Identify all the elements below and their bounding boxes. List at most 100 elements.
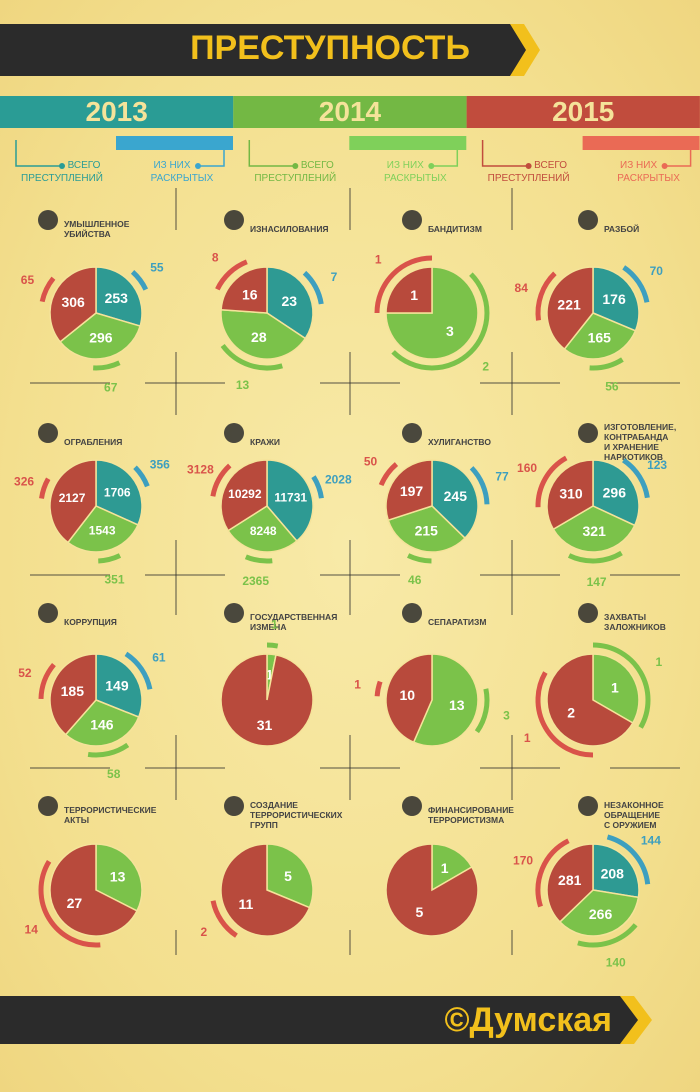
solved-arc-2014 [93,360,121,371]
solved-value-label-2015: 1 [375,252,382,266]
legend-total-label-2013: ВСЕГО [68,160,101,171]
solved-arc-2015 [535,671,594,758]
page-title: ПРЕСТУПНОСТЬ [190,29,470,67]
pie-value-label-2014: 321 [583,523,607,539]
legend-band-2013 [0,96,234,128]
solved-arc-2013 [302,270,324,305]
solved-value-label-2014: 3 [503,708,510,722]
hostage-icon [578,603,598,623]
solved-value-label-2014: 1 [271,617,278,631]
cell-title-line: УБИЙСТВА [64,228,111,239]
solved-value-label-2015: 65 [21,273,35,287]
cell-title-14: ФИНАНСИРОВАНИЕ ТЕРРОРИСТИЗМА [428,805,514,825]
pie-slice-2014 [563,312,637,360]
footer-brand: ©Думская [444,1001,612,1039]
solved-value-label-2015: 52 [18,666,32,680]
chart-cell-1: ИЗНАСИЛОВАНИЯ 23 7 28 13 16 8 [212,210,338,392]
legend-dot-solved-2015 [661,163,668,169]
chart-cell-13: СОЗДАНИЕ ТЕРРОРИСТИЧЕСКИХ ГРУПП 5 11 2 [200,796,343,939]
solved-arc-2014 [98,553,122,564]
solved-value-label-2013: 61 [152,650,166,664]
solved-value-label-2015: 2 [200,925,207,939]
robbery-icon [38,423,58,443]
header-bar [0,24,536,76]
pie-slice-2014 [59,312,142,360]
pie-value-label-2015: 31 [257,717,273,733]
solved-value-label-2014: 1 [655,655,662,669]
solved-value-label-2015: 8 [212,250,219,264]
hooligan-icon [402,423,422,443]
bandits-icon [402,210,422,230]
solved-arc-2014 [474,688,490,734]
pie-value-label-2013: 23 [282,293,298,309]
cell-title-2: БАНДИТИЗМ [428,224,482,234]
pie-value-label-2015: 1 [410,287,418,303]
pie-value-label-2015: 185 [61,683,85,699]
pie-slice-2014 [431,843,473,892]
pie-slice-2015 [385,459,433,522]
solved-arc-2013 [130,270,149,291]
solved-value-label-2015: 50 [364,454,378,468]
legend-total-label-2014: ВСЕГО [301,160,334,171]
solved-arc-2013 [621,458,650,499]
pie-value-label-2015: 5 [415,904,423,920]
solved-value-label-2015: 170 [513,853,533,867]
solved-value-label-2013: 123 [647,458,667,472]
pie-slice-2013 [592,459,640,527]
cell-title-line: ТЕРРОРИСТИЧЕСКИЕ [64,805,157,815]
pie-slice-2015 [385,653,433,744]
pie-slice-2015 [220,459,268,532]
solved-value-label-2014: 58 [107,767,121,781]
legend-dot-solved-2014 [428,163,435,169]
pie-slice-2014 [266,843,314,909]
cell-title-7: ИЗГОТОВЛЕНИЕ, КОНТРАБАНДА И ХРАНЕНИЕ НАРКОТ… [604,422,676,462]
solved-arc-2013 [469,466,490,505]
legend-connector-total-2014 [248,140,294,167]
pie-value-label-2015: 10 [399,687,415,703]
solved-value-label-2014: 2365 [242,574,269,588]
solved-arc-2013 [124,651,153,690]
legend-dot-total-2015 [525,163,532,169]
chart-cells: УМЫШЛЕННОЕ УБИЙСТВА253552966730665ИЗНАСИЛ… [14,210,676,970]
legend-connector-solved-2013 [200,150,225,167]
legend-solved-label-2015: ИЗ НИХ [620,160,657,171]
legend-dot-solved-2013 [195,163,201,169]
legend-solved-label2-2014: РАСКРЫТЫХ [384,173,447,184]
chart-cell-7: ИЗГОТОВЛЕНИЕ, КОНТРАБАНДА И ХРАНЕНИЕ НАРКОТ… [517,422,676,589]
solved-arc-2014 [577,923,638,948]
solved-value-label-2015: 1 [524,731,531,745]
solved-arc-2015 [38,662,56,700]
pie-slice-2013 [95,459,143,526]
cell-title-line: ЗАХВАТЫ [604,612,646,622]
solved-arc-2014 [567,550,623,564]
pie-slice-2015 [220,266,268,314]
solved-value-label-2015: 14 [25,923,39,937]
pie-slice-2015 [49,843,138,937]
footer-banner: ©Думская [0,996,652,1044]
pie-slice-2015 [49,266,97,343]
cell-title-line: УМЫШЛЕННОЕ [64,219,130,229]
cell-title-line: ХУЛИГАНСТВО [428,437,491,447]
legend-band-2015 [466,96,700,128]
solved-arc-2013 [133,465,150,488]
pie-value-label-2015: 197 [400,483,424,499]
pie-slice-2015 [546,653,634,747]
chart-cell-14: ФИНАНСИРОВАНИЕ ТЕРРОРИСТИЗМА 1 5 [385,796,514,937]
chart-cell-4: ОГРАБЛЕНИЯ 1706 356 1543 351 2127 326 [14,423,170,587]
thief-icon [224,423,244,443]
pie-value-label-2014: 13 [449,697,465,713]
chart-cell-10: СЕПАРАТИЗМ 13 3 10 1 [354,603,510,747]
pie-value-label-2014: 8248 [250,524,277,538]
pie-slice-2014 [66,505,139,553]
cell-title-13: СОЗДАНИЕ ТЕРРОРИСТИЧЕСКИХ ГРУПП [250,800,343,830]
pie-slice-2013 [95,266,143,328]
cell-title-line: ГОСУДАРСТВЕННАЯ [250,612,337,622]
solved-value-label-2015: 84 [515,281,529,295]
cell-title-line: КРАЖИ [250,437,280,447]
pie-value-label-2014: 1 [611,679,619,695]
solved-value-label-2013: 7 [331,270,338,284]
solved-arc-2013 [622,265,650,303]
pie-value-label-2013: 208 [601,865,625,881]
pie-slice-2013 [592,266,640,332]
